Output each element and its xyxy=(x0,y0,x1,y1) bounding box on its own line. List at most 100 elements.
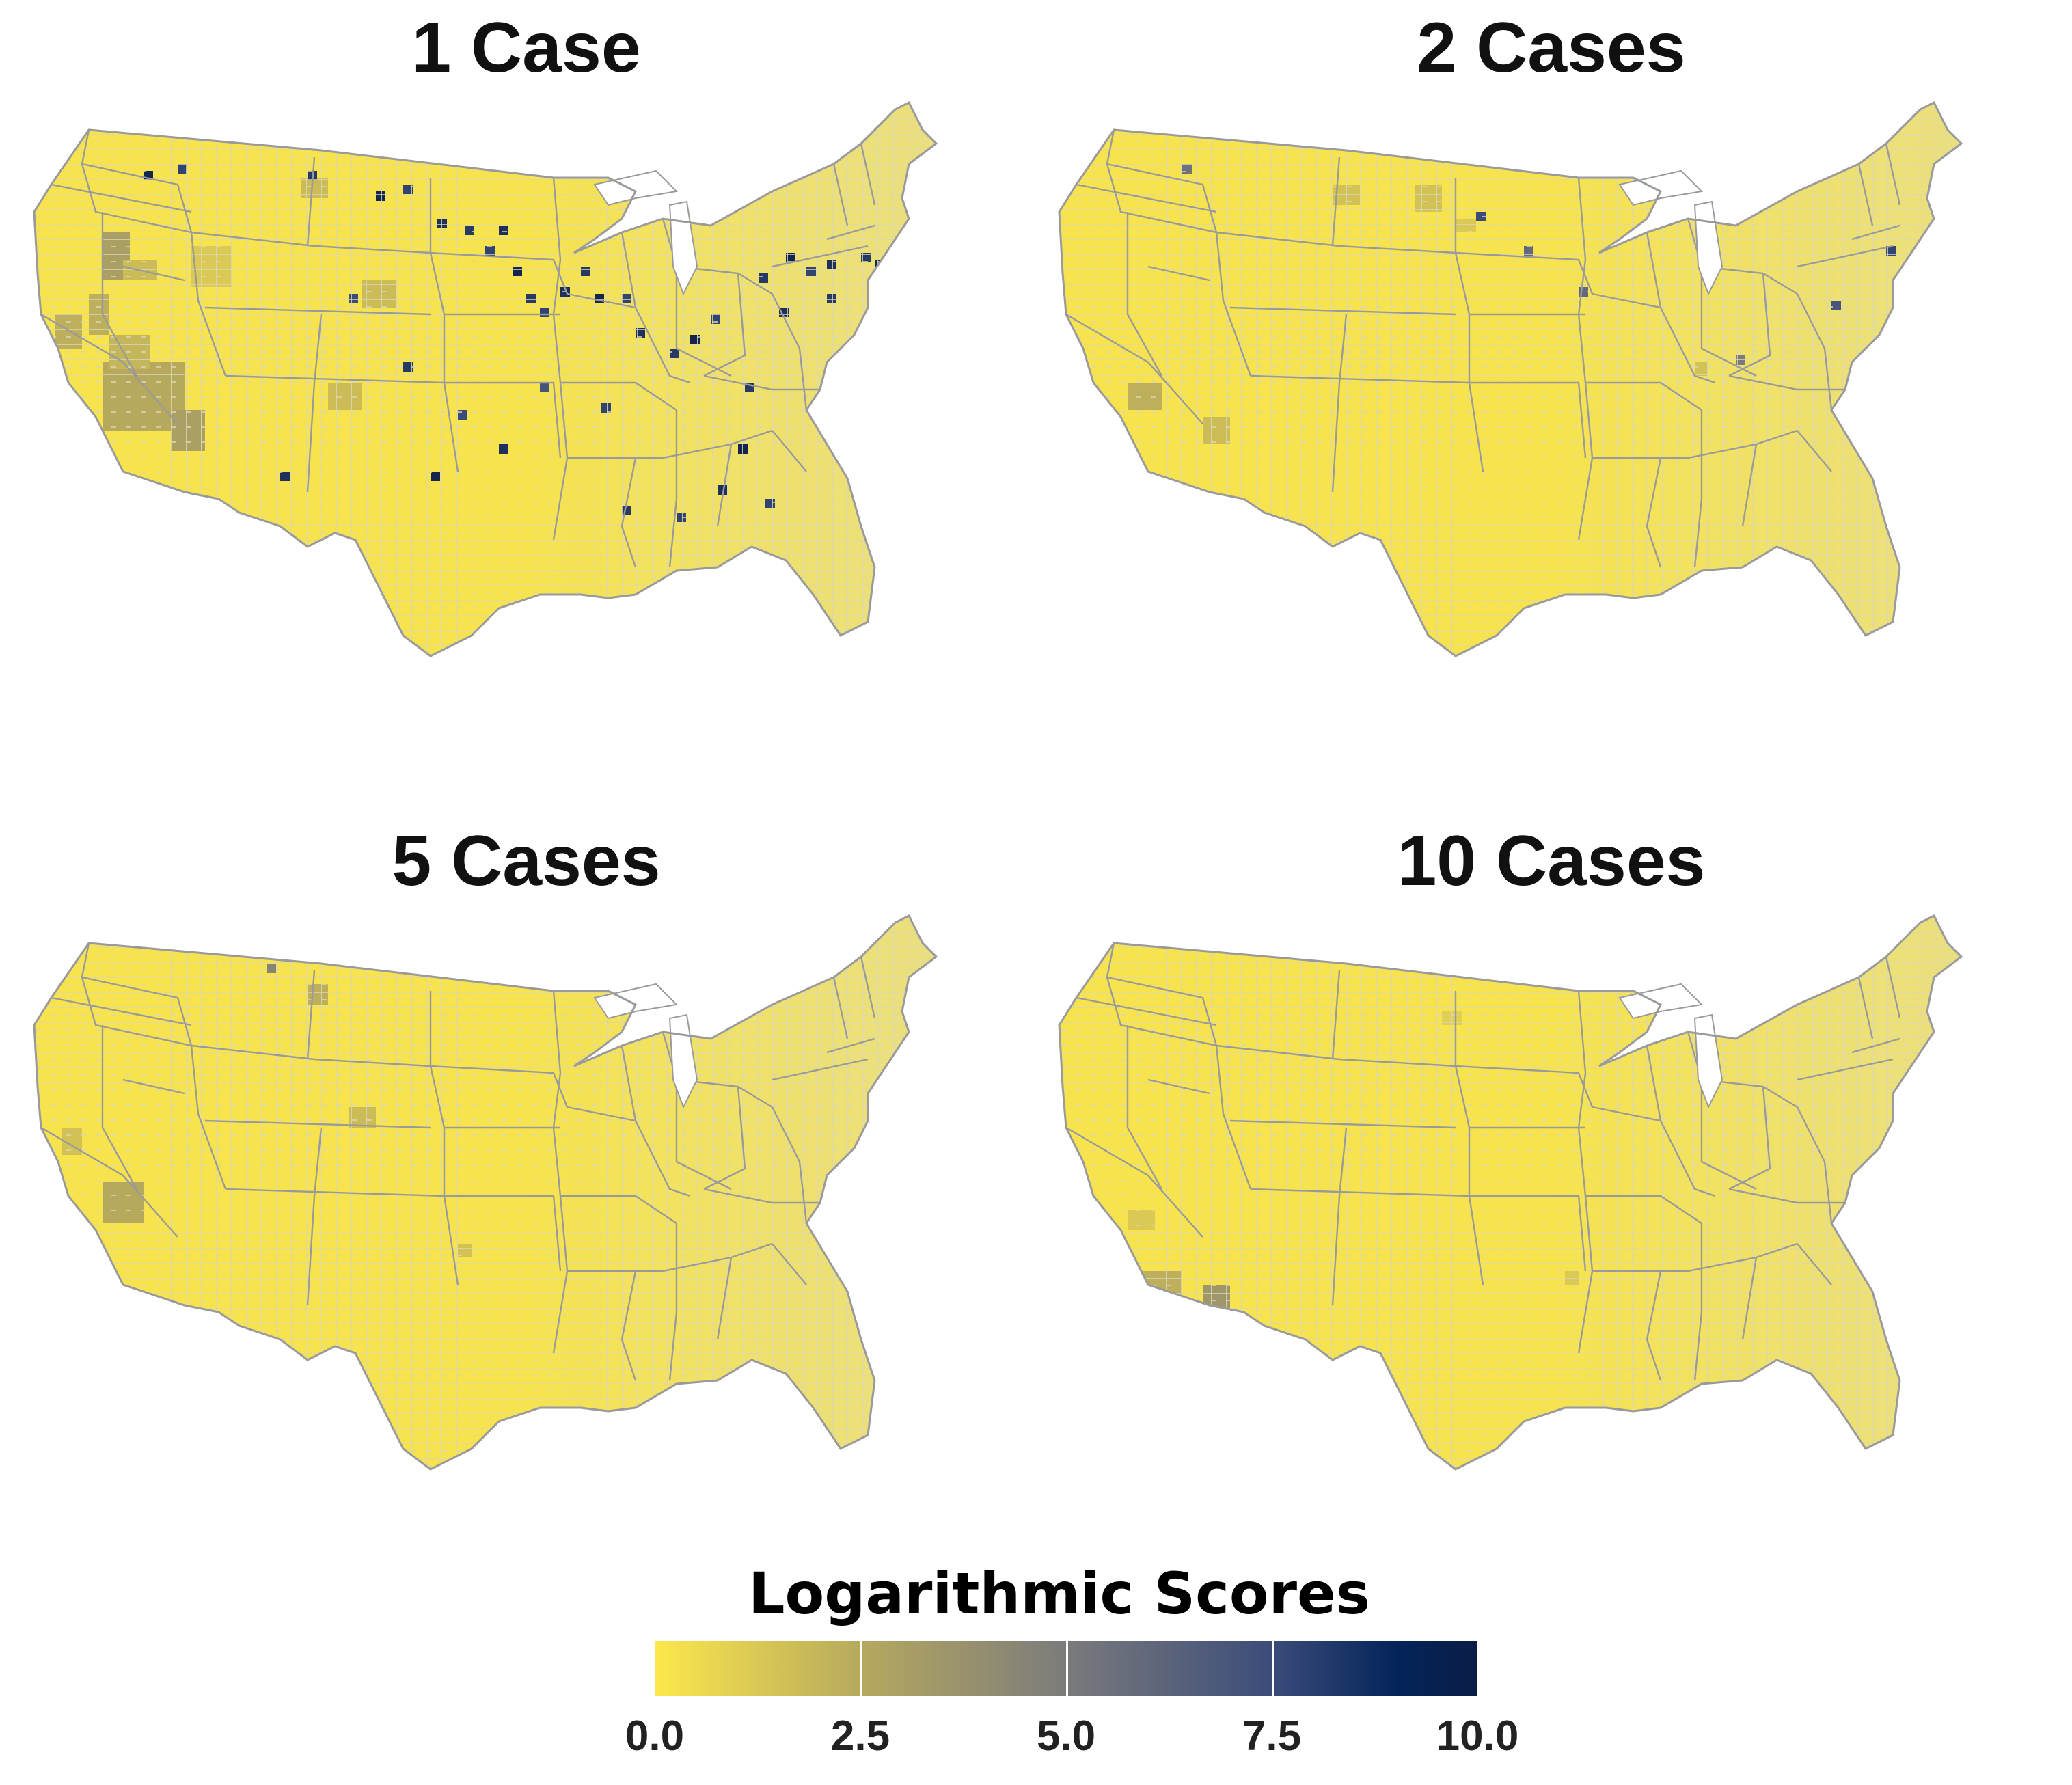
color-legend: Logarithmic Scores 0.0 2.5 5.0 7.5 10.0 xyxy=(615,1560,1518,1770)
state-border xyxy=(1455,1065,1594,1108)
state-border xyxy=(1701,1160,1757,1190)
state-border xyxy=(1885,956,1901,1019)
lake-superior xyxy=(593,169,679,206)
state-border xyxy=(1646,1270,1662,1381)
state-borders xyxy=(1065,942,1901,1381)
lake-michigan xyxy=(668,200,698,296)
panel-title: 10 Cases xyxy=(1397,821,1706,901)
state-border xyxy=(444,1195,562,1272)
state-border xyxy=(191,231,431,254)
state-border xyxy=(567,292,691,384)
state-border xyxy=(1469,381,1587,459)
map-panel-1-case: 1 Case xyxy=(21,0,1032,711)
state-border xyxy=(1065,313,1203,424)
state-border xyxy=(40,1126,178,1238)
state-border xyxy=(1577,177,1594,541)
lake-michigan xyxy=(1693,1013,1723,1109)
state-border xyxy=(1592,1106,1716,1197)
state-border xyxy=(1797,430,1832,472)
state-border xyxy=(1577,990,1594,1354)
state-border xyxy=(860,956,876,1019)
state-border xyxy=(1216,231,1456,254)
legend-tick-label: 0.0 xyxy=(625,1713,685,1760)
state-border xyxy=(676,347,732,377)
county-region xyxy=(772,567,782,577)
state-border xyxy=(1201,184,1252,377)
state-border xyxy=(1646,1045,1662,1121)
state-border xyxy=(51,996,192,1026)
lake-superior xyxy=(1618,983,1704,1020)
state-border xyxy=(176,997,227,1190)
state-border xyxy=(668,1223,678,1381)
state-border xyxy=(1693,1223,1703,1381)
state-border xyxy=(560,1195,677,1224)
state-border xyxy=(1857,977,1874,1039)
state-border xyxy=(1106,163,1217,234)
lake-michigan xyxy=(668,1013,698,1109)
state-border xyxy=(204,306,431,316)
county-layer xyxy=(34,103,936,656)
state-border xyxy=(1851,1037,1900,1054)
state-border xyxy=(1065,1126,1203,1238)
county-region xyxy=(205,499,215,508)
state-border xyxy=(1126,1025,1163,1190)
state-border xyxy=(772,1058,869,1081)
state-border xyxy=(621,1270,637,1381)
state-border xyxy=(552,177,569,541)
state-border xyxy=(176,184,227,377)
state-border xyxy=(306,156,316,247)
legend-tick-label: 2.5 xyxy=(830,1713,890,1760)
state-border xyxy=(560,381,677,411)
us-county-map xyxy=(1058,914,1963,1471)
state-border xyxy=(1126,212,1163,377)
state-border xyxy=(1250,1188,1470,1197)
county-layer xyxy=(1059,916,1961,1469)
state-border xyxy=(772,1243,807,1285)
state-border xyxy=(703,374,820,391)
county-region xyxy=(800,608,809,618)
state-border xyxy=(430,1065,569,1108)
county-borders xyxy=(1059,103,1961,656)
county-borders xyxy=(34,103,936,656)
county-borders xyxy=(1059,916,1961,1469)
state-border xyxy=(772,430,807,472)
state-border xyxy=(81,163,192,234)
state-border xyxy=(122,265,185,282)
state-border xyxy=(668,410,678,568)
state-border xyxy=(567,1242,773,1272)
panel-title: 5 Cases xyxy=(392,821,661,901)
state-border xyxy=(1076,183,1217,213)
lake-superior xyxy=(1618,169,1704,206)
legend-tick-label: 10.0 xyxy=(1436,1713,1519,1760)
state-border xyxy=(1201,997,1252,1190)
state-border xyxy=(1797,1243,1832,1285)
state-border xyxy=(1229,306,1456,316)
state-border xyxy=(567,429,773,459)
state-border xyxy=(1592,292,1716,384)
state-border xyxy=(1646,457,1662,568)
state-border xyxy=(1147,1078,1210,1095)
state-border xyxy=(1592,1242,1798,1272)
state-border xyxy=(1797,1058,1894,1081)
state-border xyxy=(1585,381,1702,411)
state-border xyxy=(1693,410,1703,568)
state-border xyxy=(676,1160,732,1190)
legend-tick-label: 5.0 xyxy=(1036,1713,1096,1760)
state-border xyxy=(1147,265,1210,282)
state-border xyxy=(1585,1195,1702,1224)
state-border xyxy=(567,1106,691,1197)
state-border xyxy=(1701,347,1757,377)
state-border xyxy=(204,1119,431,1129)
state-border xyxy=(621,457,637,568)
state-border xyxy=(81,977,192,1047)
legend-title: Logarithmic Scores xyxy=(748,1560,1370,1627)
state-border xyxy=(1857,163,1874,226)
us-county-map xyxy=(1058,100,1963,657)
map-panel-10-cases: 10 Cases xyxy=(1046,813,2057,1524)
county-layer xyxy=(34,916,936,1469)
us-county-map xyxy=(33,100,938,657)
legend-tick-label: 7.5 xyxy=(1242,1713,1302,1760)
state-border xyxy=(306,314,323,493)
state-border xyxy=(1331,1127,1348,1306)
state-border xyxy=(122,1078,185,1095)
